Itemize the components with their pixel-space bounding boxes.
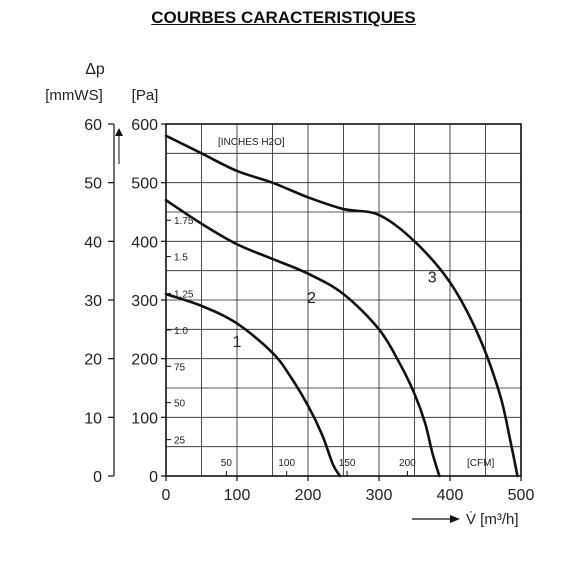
pa-tick-label: 500: [131, 176, 158, 193]
x-tick-label: 400: [437, 487, 464, 504]
x-tick-label: 100: [224, 487, 251, 504]
inches-tick-label: 50: [174, 399, 186, 410]
inches-unit-label: [INCHES H2O]: [218, 137, 285, 148]
cfm-tick-label: 200: [399, 458, 416, 469]
x-tick-label: 200: [295, 487, 322, 504]
mmws-tick-label: 0: [93, 469, 102, 486]
cfm-tick-label: 150: [339, 458, 356, 469]
y-axis-unit-pa: [Pa]: [132, 87, 159, 104]
mmws-tick-label: 10: [84, 410, 102, 427]
inches-tick-label: 1.5: [174, 253, 188, 264]
mmws-tick-label: 50: [84, 176, 102, 193]
curve-label-2: 2: [307, 290, 316, 307]
curve-3: [164, 134, 519, 478]
mmws-tick-label: 20: [84, 352, 102, 369]
pa-tick-label: 300: [131, 293, 158, 310]
x-axis-arrow-icon: [450, 515, 460, 523]
x-tick-label: 300: [366, 487, 393, 504]
y-axis-arrow-icon: [115, 128, 123, 136]
curve-2: [164, 198, 441, 478]
curve-1: [164, 292, 342, 478]
x-tick-label: 500: [508, 487, 535, 504]
curves: [164, 134, 519, 478]
y-axis-symbol: Δp: [85, 61, 105, 78]
inches-tick-label: 25: [174, 436, 186, 447]
inches-tick-label: 1.0: [174, 326, 188, 337]
inches-tick-label: 75: [174, 362, 186, 373]
mmws-tick-label: 30: [84, 293, 102, 310]
mmws-tick-label: 40: [84, 234, 102, 251]
curve-label-3: 3: [428, 269, 437, 286]
cfm-tick-label: 50: [221, 458, 233, 469]
x-axis-label: V̇ [m³/h]: [466, 511, 519, 528]
curve-label-1: 1: [233, 334, 242, 351]
pa-tick-label: 200: [131, 352, 158, 369]
pa-tick-label: 100: [131, 410, 158, 427]
pa-tick-label: 400: [131, 234, 158, 251]
grid: [166, 124, 521, 476]
axes: [108, 123, 522, 523]
inches-tick-label: 1.25: [174, 290, 194, 301]
pa-tick-label: 600: [131, 117, 158, 134]
cfm-tick-label: 100: [278, 458, 295, 469]
cfm-unit-label: [CFM]: [467, 458, 494, 469]
x-tick-label: 0: [162, 487, 171, 504]
chart-title: COURBES CARACTERISTIQUES: [151, 8, 416, 27]
inches-tick-label: 1.75: [174, 216, 194, 227]
mmws-tick-label: 60: [84, 117, 102, 134]
y-axis-unit-mmws: [mmWS]: [45, 87, 103, 104]
pa-tick-label: 0: [149, 469, 158, 486]
